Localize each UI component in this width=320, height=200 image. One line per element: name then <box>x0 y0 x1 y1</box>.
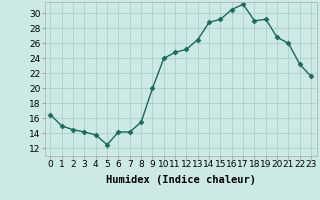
X-axis label: Humidex (Indice chaleur): Humidex (Indice chaleur) <box>106 175 256 185</box>
